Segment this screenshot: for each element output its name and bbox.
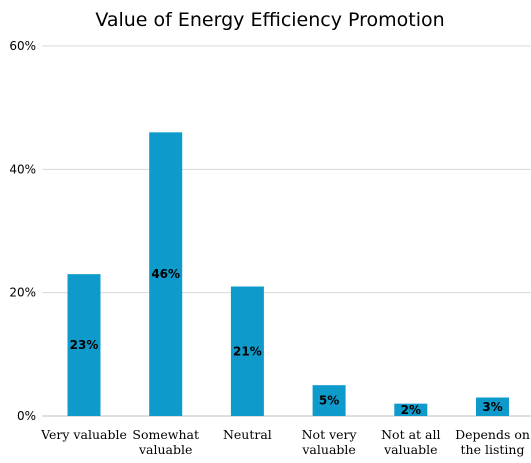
y-tick-label: 0% — [17, 409, 36, 423]
bar — [149, 132, 183, 417]
data-label: 23% — [70, 338, 99, 352]
x-tick-label: Somewhat — [132, 427, 199, 442]
x-tick-label: valuable — [383, 442, 437, 457]
data-label: 5% — [319, 394, 339, 408]
bar — [312, 385, 346, 416]
gridlines — [42, 45, 531, 417]
x-tick-label: Depends on — [455, 427, 530, 442]
bars — [67, 132, 509, 417]
x-tick-label: Very valuable — [40, 427, 127, 442]
bar — [476, 397, 509, 416]
x-tick-label: valuable — [301, 442, 355, 457]
x-tick-label: Neutral — [223, 427, 272, 442]
x-tick-label: the listing — [461, 442, 525, 457]
y-tick-label: 60% — [9, 39, 36, 53]
bar — [67, 274, 101, 416]
y-axis: 0% 20% 40% 60% — [9, 39, 36, 423]
bar — [394, 403, 428, 416]
y-tick-label: 20% — [9, 286, 36, 300]
x-tick-label: Not at all — [381, 427, 440, 442]
x-tick-label: Not very — [302, 427, 358, 442]
x-tick-label: valuable — [138, 442, 192, 457]
chart-title: Value of Energy Efficiency Promotion — [95, 9, 444, 31]
y-tick-label: 40% — [9, 162, 36, 176]
data-label: 2% — [401, 403, 421, 417]
data-labels: 23% 46% 21% 5% 2% 3% — [70, 267, 503, 417]
bar — [230, 286, 264, 416]
data-label: 3% — [482, 400, 502, 414]
data-label: 46% — [151, 267, 180, 281]
data-label: 21% — [233, 344, 262, 358]
